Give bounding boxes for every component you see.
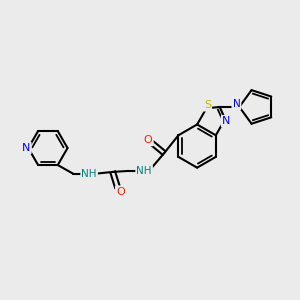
Text: O: O bbox=[116, 187, 125, 196]
Text: S: S bbox=[204, 100, 211, 110]
Text: N: N bbox=[232, 99, 240, 109]
Text: N: N bbox=[222, 116, 230, 126]
Text: NH: NH bbox=[81, 169, 97, 179]
Text: NH: NH bbox=[136, 166, 152, 176]
Text: O: O bbox=[144, 135, 152, 145]
Text: N: N bbox=[22, 143, 31, 153]
